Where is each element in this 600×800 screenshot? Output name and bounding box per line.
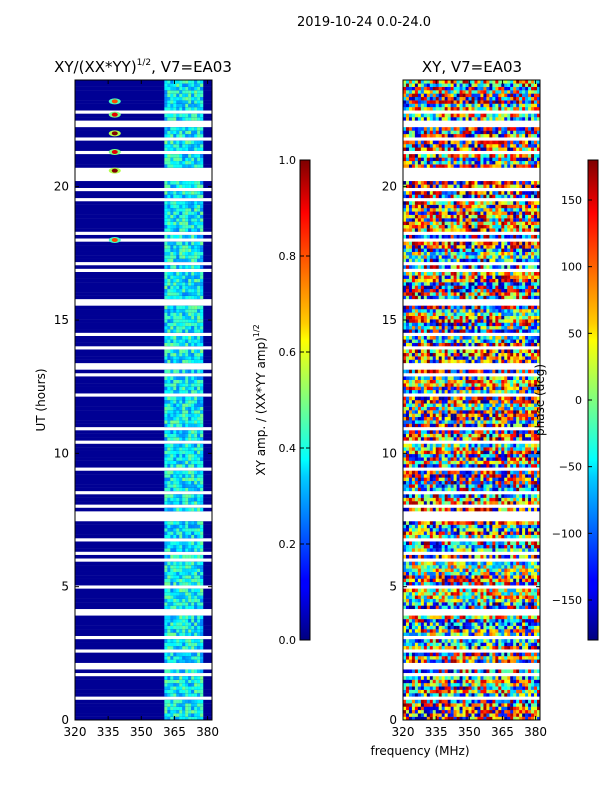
x-tick-label: 320 [64, 725, 87, 739]
colorbar-tick-label: 0.0 [279, 634, 297, 647]
colorbar-tick-label: −150 [552, 594, 582, 607]
phase-plot-frame [402, 79, 541, 721]
x-tick-label: 320 [392, 725, 415, 739]
colorbar-tick-label: −100 [552, 527, 582, 540]
colorbar-tick-label: 0.2 [279, 538, 297, 551]
y-tick-label: 15 [382, 313, 397, 327]
amp-plot-frame [74, 79, 213, 721]
colorbar-tick-label: 100 [561, 261, 582, 274]
x-tick-label: 350 [130, 725, 153, 739]
figure-suptitle: 2019-10-24 0.0-24.0 [297, 15, 431, 30]
colorbar-tick-label: −50 [559, 461, 582, 474]
x-tick-label: 335 [97, 725, 120, 739]
amplitude-panel: XY/(XX*YY)1/2, V7=EA03 320 335 350 365 380 0 5… [34, 58, 232, 739]
amp-colorbar-label: XY amp. / (XX*YY amp)1/2 [252, 324, 268, 475]
y-tick-label: 5 [61, 580, 69, 594]
phase-panel-title: XY, V7=EA03 [422, 58, 522, 76]
phase-colorbar-ticks: −150 −100 −50 0 50 100 150 [552, 194, 592, 607]
x-tick-label: 365 [163, 725, 186, 739]
x-tick-label: 380 [196, 725, 219, 739]
x-tick-label: 380 [524, 725, 547, 739]
y-tick-label: 20 [382, 180, 397, 194]
colorbar-tick-label: 50 [568, 327, 582, 340]
amp-axis-ticks: 320 335 350 365 380 0 5 10 15 20 [54, 80, 219, 739]
colorbar-tick-label: 0.8 [279, 250, 297, 263]
y-tick-label: 20 [54, 180, 69, 194]
phase-axis-ticks: 320 335 350 365 380 0 5 10 15 20 [382, 80, 547, 739]
colorbar-tick-label: 0.6 [279, 346, 297, 359]
amp-colorbar: 0.0 0.2 0.4 0.6 0.8 1.0 XY amp. / (XX*YY amp)… [252, 154, 311, 647]
amp-colorbar-gradient [299, 159, 311, 641]
colorbar-tick-label: 0.4 [279, 442, 297, 455]
y-tick-label: 15 [54, 313, 69, 327]
y-tick-label: 10 [382, 446, 397, 460]
amp-panel-title: XY/(XX*YY)1/2, V7=EA03 [54, 58, 232, 76]
colorbar-tick-label: 1.0 [279, 154, 297, 167]
y-tick-label: 10 [54, 446, 69, 460]
amp-colorbar-ticks: 0.0 0.2 0.4 0.6 0.8 1.0 [279, 154, 310, 647]
phase-colorbar-label: phase (deg) [533, 364, 547, 436]
phase-heatmap [403, 80, 541, 721]
colorbar-tick-label: 150 [561, 194, 582, 207]
amp-y-axis-label: UT (hours) [34, 368, 48, 431]
phase-colorbar: −150 −100 −50 0 50 100 150 phase (deg) [533, 159, 599, 641]
x-axis-label: frequency (MHz) [370, 744, 469, 758]
x-tick-label: 335 [425, 725, 448, 739]
colorbar-tick-label: 0 [575, 394, 582, 407]
x-tick-label: 350 [458, 725, 481, 739]
y-tick-label: 5 [389, 580, 397, 594]
phase-panel: XY, V7=EA03 320 335 350 365 380 0 5 10 15 20 [382, 58, 547, 739]
y-tick-label: 0 [389, 713, 397, 727]
amp-heatmap [75, 80, 212, 721]
y-tick-label: 0 [61, 713, 69, 727]
x-tick-label: 365 [491, 725, 514, 739]
